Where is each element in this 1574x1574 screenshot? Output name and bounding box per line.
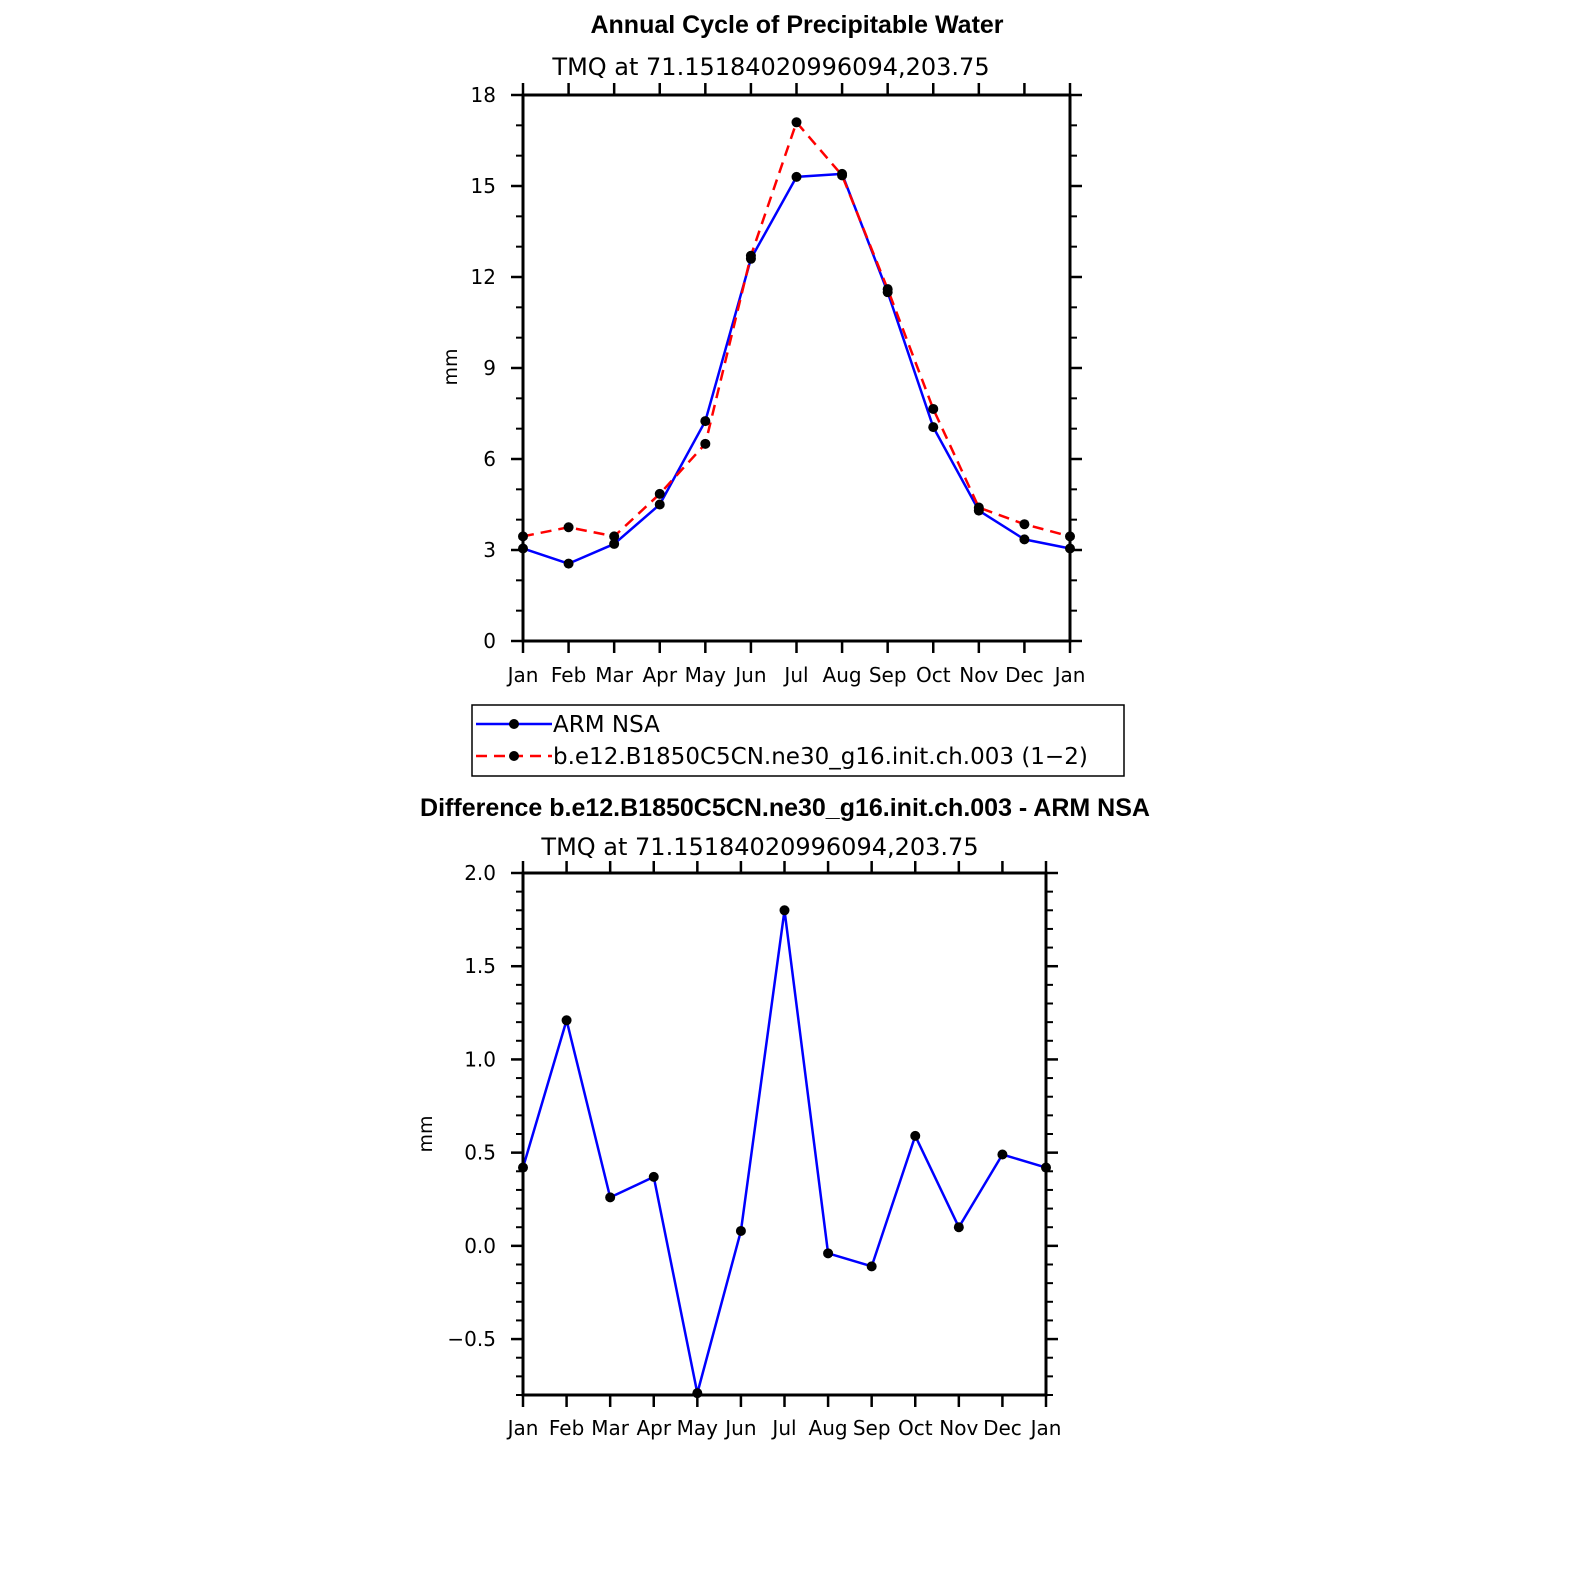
data-point [866, 1261, 877, 1272]
y-tick-labels: 0 3 6 9 12 15 18 [471, 83, 496, 653]
difference-chart: Difference b.e12.B1850C5CN.ne30_g16.init… [415, 794, 1150, 1440]
y-tick-label: 0 [483, 629, 496, 653]
y-tick-label: 15 [471, 174, 496, 198]
y-tick-labels: −0.5 0.0 0.5 1.0 1.5 2.0 [447, 861, 496, 1351]
chart-subtitle: TMQ at 71.15184020996094,203.75 [540, 833, 978, 861]
x-tick-label: Dec [1005, 663, 1044, 687]
x-tick-label: Dec [983, 1416, 1022, 1440]
series-line-1 [522, 121, 1071, 538]
data-point [745, 250, 756, 261]
data-point [910, 1130, 921, 1141]
legend-label-arm-nsa: ARM NSA [553, 712, 660, 738]
x-tick-label: Jan [506, 1416, 539, 1440]
data-point [997, 1149, 1008, 1160]
data-point [882, 284, 893, 295]
x-tick-label: Oct [898, 1416, 933, 1440]
x-tick-label: Apr [636, 1416, 671, 1440]
data-point [791, 171, 802, 182]
axis-ticks [511, 83, 1082, 653]
x-tick-label: Aug [823, 663, 862, 687]
legend-marker-arm-nsa [509, 719, 519, 729]
data-point [953, 1222, 964, 1233]
y-tick-label: 2.0 [464, 861, 496, 885]
data-point [735, 1225, 746, 1236]
data-point [823, 1248, 834, 1259]
data-point [563, 522, 574, 533]
x-tick-label: Nov [939, 1416, 978, 1440]
x-tick-label: Jan [1029, 1416, 1062, 1440]
x-tick-label: May [677, 1416, 719, 1440]
y-tick-label: 12 [471, 265, 496, 289]
y-tick-label: 9 [483, 356, 496, 380]
y-tick-label: 6 [483, 447, 496, 471]
x-tick-labels: Jan Feb Mar Apr May Jun Jul Aug Sep Oct Nov Dec Jan [506, 663, 1086, 687]
y-axis-label: mm [415, 1115, 437, 1152]
chart-title: Difference b.e12.B1850C5CN.ne30_g16.init… [420, 794, 1150, 822]
x-tick-label: Oct [916, 663, 951, 687]
x-tick-label: Feb [551, 663, 586, 687]
chart-subtitle: TMQ at 71.15184020996094,203.75 [551, 53, 989, 81]
x-tick-label: Jul [770, 1416, 796, 1440]
series-group [518, 117, 1075, 569]
data-point [563, 558, 574, 569]
data-point [700, 438, 711, 449]
y-axis-label: mm [440, 348, 462, 385]
x-tick-label: Jun [723, 1416, 756, 1440]
legend-marker-model [509, 751, 519, 761]
data-point [700, 416, 711, 427]
y-tick-label: 0.0 [464, 1234, 496, 1258]
data-point [973, 502, 984, 513]
x-tick-label: Apr [642, 663, 677, 687]
series-line-0 [522, 172, 1071, 565]
x-tick-label: Sep [869, 663, 907, 687]
data-point [779, 905, 790, 916]
axis-ticks [511, 861, 1058, 1407]
x-tick-label: Jan [1053, 663, 1086, 687]
data-point [654, 488, 665, 499]
y-tick-label: 1.5 [464, 954, 496, 978]
plot-frame [521, 93, 1072, 643]
y-tick-label: 3 [483, 538, 496, 562]
data-point [609, 538, 620, 549]
legend: ARM NSA b.e12.B1850C5CN.ne30_g16.init.ch… [471, 704, 1125, 777]
data-point [1019, 519, 1030, 530]
x-tick-label: Nov [959, 663, 998, 687]
x-tick-label: Jul [782, 663, 808, 687]
data-point [654, 499, 665, 510]
x-tick-label: May [685, 663, 727, 687]
x-tick-labels: Jan Feb Mar Apr May Jun Jul Aug Sep Oct Nov Dec Jan [506, 1416, 1062, 1440]
legend-box [471, 704, 1125, 777]
y-tick-label: 1.0 [464, 1047, 496, 1071]
data-point [648, 1171, 659, 1182]
data-point [928, 403, 939, 414]
data-point [609, 531, 620, 542]
x-tick-label: Mar [591, 1416, 630, 1440]
data-point [561, 1015, 572, 1026]
data-point [837, 170, 848, 181]
x-tick-label: Mar [595, 663, 634, 687]
annual-cycle-chart: Annual Cycle of Precipitable Water TMQ a… [440, 11, 1085, 687]
x-tick-label: Jan [506, 663, 539, 687]
x-tick-label: Aug [809, 1416, 848, 1440]
plot-frame [521, 871, 1048, 1397]
y-tick-label: 0.5 [464, 1141, 496, 1165]
data-point [928, 422, 939, 433]
y-tick-label: −0.5 [447, 1327, 496, 1351]
x-tick-label: Sep [853, 1416, 891, 1440]
data-point [605, 1192, 616, 1203]
series-group [518, 905, 1051, 1399]
legend-label-model: b.e12.B1850C5CN.ne30_g16.init.ch.003 (1−… [553, 744, 1088, 770]
x-tick-label: Jun [733, 663, 766, 687]
series-line-0 [521, 909, 1047, 1395]
chart-title: Annual Cycle of Precipitable Water [590, 11, 1003, 39]
data-point [1019, 534, 1030, 545]
x-tick-label: Feb [549, 1416, 584, 1440]
y-tick-label: 18 [471, 83, 496, 107]
data-point [692, 1388, 703, 1399]
data-point [791, 117, 802, 128]
